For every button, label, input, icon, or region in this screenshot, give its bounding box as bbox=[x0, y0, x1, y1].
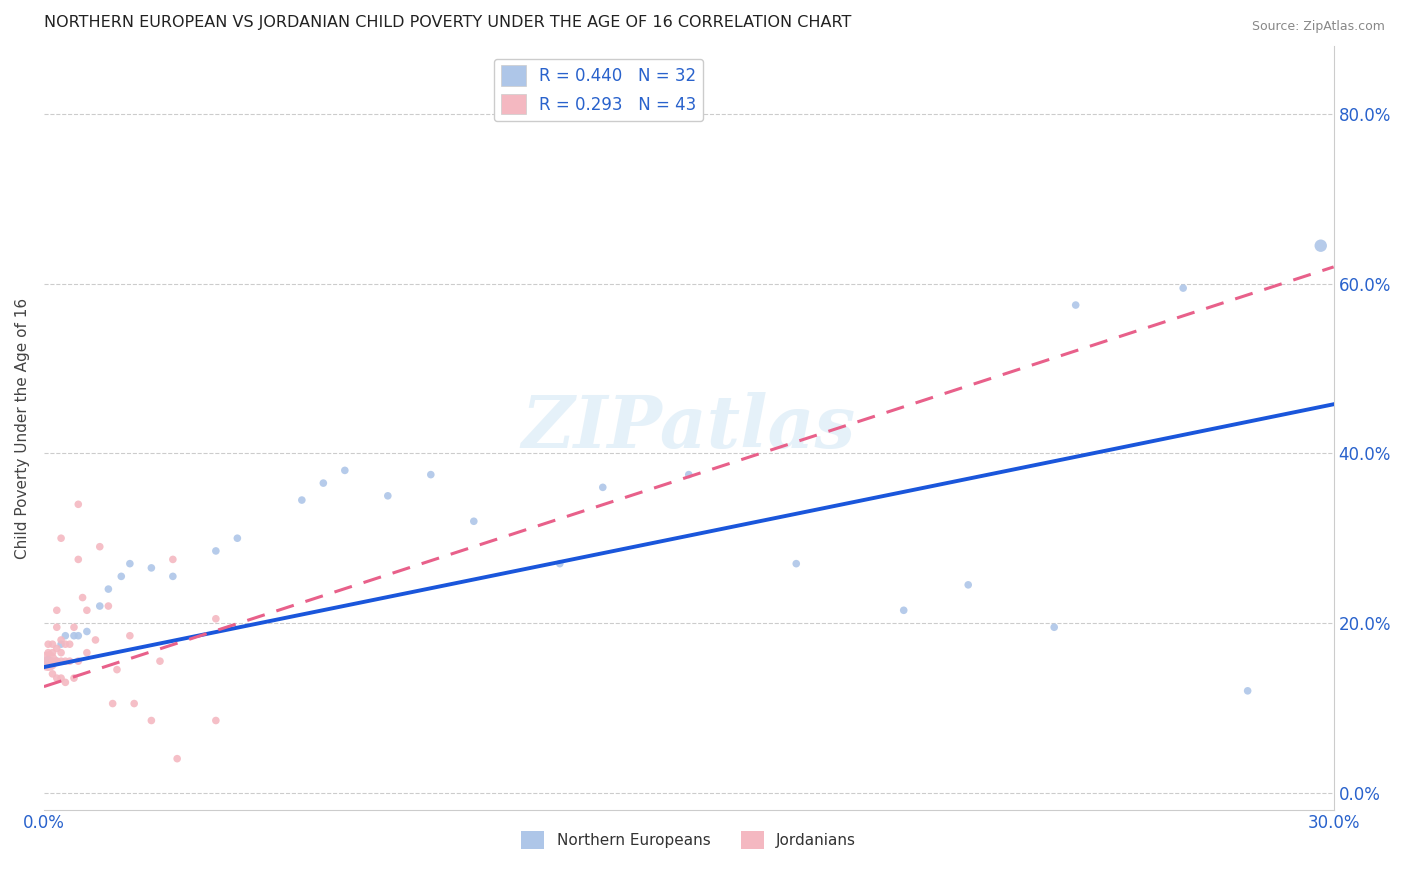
Point bbox=[97, 582, 120, 596]
Point bbox=[76, 646, 98, 660]
Point bbox=[312, 476, 335, 491]
Point bbox=[205, 612, 228, 626]
Point bbox=[67, 654, 90, 668]
Point bbox=[55, 637, 77, 651]
Point bbox=[49, 646, 72, 660]
Point bbox=[166, 752, 188, 766]
Text: NORTHERN EUROPEAN VS JORDANIAN CHILD POVERTY UNDER THE AGE OF 16 CORRELATION CHA: NORTHERN EUROPEAN VS JORDANIAN CHILD POV… bbox=[44, 15, 851, 30]
Point bbox=[1043, 620, 1066, 634]
Point bbox=[205, 544, 228, 558]
Point bbox=[101, 697, 124, 711]
Point bbox=[333, 463, 356, 477]
Point bbox=[89, 599, 111, 613]
Point bbox=[63, 671, 86, 685]
Point bbox=[110, 569, 132, 583]
Point bbox=[45, 603, 67, 617]
Point bbox=[291, 493, 314, 508]
Point bbox=[49, 637, 72, 651]
Point bbox=[45, 641, 67, 656]
Point bbox=[149, 654, 172, 668]
Point bbox=[84, 632, 107, 647]
Point bbox=[678, 467, 700, 482]
Point bbox=[463, 514, 485, 528]
Point bbox=[1173, 281, 1195, 295]
Point bbox=[59, 637, 82, 651]
Point bbox=[59, 654, 82, 668]
Point bbox=[141, 714, 163, 728]
Point bbox=[76, 603, 98, 617]
Point bbox=[1309, 238, 1331, 252]
Point bbox=[55, 675, 77, 690]
Point bbox=[63, 620, 86, 634]
Point bbox=[37, 654, 59, 668]
Point bbox=[97, 599, 120, 613]
Legend: R = 0.440   N = 32, R = 0.293   N = 43: R = 0.440 N = 32, R = 0.293 N = 43 bbox=[494, 59, 703, 121]
Point bbox=[141, 561, 163, 575]
Point bbox=[957, 578, 980, 592]
Point bbox=[37, 637, 59, 651]
Point bbox=[45, 620, 67, 634]
Point bbox=[118, 629, 141, 643]
Point bbox=[67, 629, 90, 643]
Point bbox=[55, 654, 77, 668]
Point bbox=[41, 637, 63, 651]
Text: ZIPatlas: ZIPatlas bbox=[522, 392, 856, 464]
Point bbox=[45, 671, 67, 685]
Point bbox=[45, 654, 67, 668]
Point bbox=[63, 629, 86, 643]
Point bbox=[76, 624, 98, 639]
Point bbox=[49, 671, 72, 685]
Point bbox=[89, 540, 111, 554]
Point bbox=[205, 714, 228, 728]
Y-axis label: Child Poverty Under the Age of 16: Child Poverty Under the Age of 16 bbox=[15, 297, 30, 558]
Point bbox=[548, 557, 571, 571]
Point bbox=[67, 497, 90, 511]
Point bbox=[1236, 683, 1258, 698]
Point bbox=[45, 654, 67, 668]
Point bbox=[49, 632, 72, 647]
Point bbox=[37, 646, 59, 660]
Point bbox=[118, 557, 141, 571]
Point bbox=[893, 603, 915, 617]
Point bbox=[37, 654, 59, 668]
Point bbox=[122, 697, 145, 711]
Point bbox=[67, 552, 90, 566]
Point bbox=[41, 646, 63, 660]
Point bbox=[162, 569, 184, 583]
Point bbox=[377, 489, 399, 503]
Point bbox=[162, 552, 184, 566]
Point bbox=[1064, 298, 1087, 312]
Point bbox=[41, 654, 63, 668]
Point bbox=[105, 663, 128, 677]
Point bbox=[41, 666, 63, 681]
Point bbox=[72, 591, 94, 605]
Text: Source: ZipAtlas.com: Source: ZipAtlas.com bbox=[1251, 20, 1385, 33]
Point bbox=[592, 480, 614, 494]
Point bbox=[49, 531, 72, 545]
Point bbox=[55, 629, 77, 643]
Point bbox=[785, 557, 807, 571]
Point bbox=[419, 467, 441, 482]
Point bbox=[49, 654, 72, 668]
Point bbox=[226, 531, 249, 545]
